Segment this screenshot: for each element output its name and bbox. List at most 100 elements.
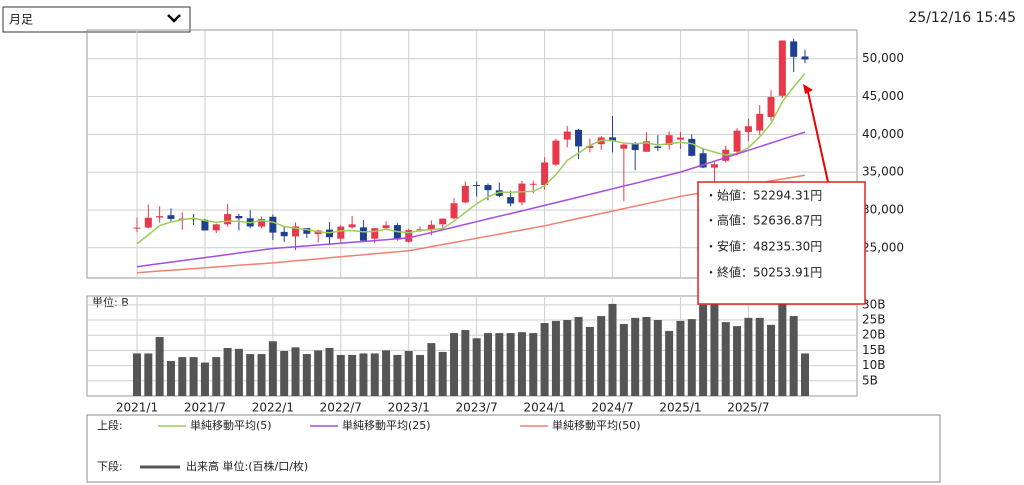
volume-bar	[359, 353, 368, 396]
volume-bar	[597, 316, 606, 396]
volume-bar	[710, 302, 719, 396]
candle-body	[665, 135, 673, 145]
volume-bar	[166, 361, 175, 396]
volume-bar	[699, 304, 708, 396]
volume-bar	[438, 351, 447, 396]
candle-body	[620, 144, 628, 149]
volume-bar	[404, 351, 413, 396]
candle-body	[688, 138, 696, 156]
dropdown-chevron[interactable]	[167, 14, 181, 23]
tooltip-close: ・終値：50253.91円	[705, 265, 822, 280]
candle-body	[790, 41, 798, 57]
tooltip-arrow	[807, 91, 829, 183]
candle-body	[586, 145, 594, 148]
legend-lower-label: 下段:	[97, 459, 123, 473]
volume-bar	[733, 326, 742, 396]
x-tick-label: 2023/1	[388, 401, 430, 415]
candle-body	[778, 40, 786, 96]
volume-bar	[178, 357, 187, 396]
volume-bar	[483, 333, 492, 396]
volume-bar	[506, 333, 515, 396]
x-tick-label: 2022/1	[252, 401, 294, 415]
candle-body	[348, 224, 356, 228]
volume-bar	[517, 332, 526, 396]
candle-body	[575, 129, 583, 147]
candle-body	[767, 97, 775, 117]
candle-body	[450, 203, 458, 219]
y-tick-label: 30B	[862, 297, 886, 311]
candle-body	[801, 56, 809, 60]
volume-bar	[721, 322, 730, 396]
volume-bar	[291, 347, 300, 396]
y-tick-label: 15B	[862, 343, 886, 357]
volume-bar	[325, 347, 334, 396]
volume-bar	[608, 303, 617, 396]
volume-bar	[450, 333, 459, 396]
volume-bar	[155, 337, 164, 396]
dropdown-value[interactable]: 月足	[9, 13, 33, 27]
y-tick-label: 25,000	[862, 240, 904, 254]
candle-body	[303, 228, 311, 234]
y-tick-label: 20B	[862, 328, 886, 342]
volume-bar	[755, 317, 764, 396]
volume-bar	[393, 354, 402, 396]
candle-body	[359, 227, 367, 241]
ma-line	[136, 174, 806, 274]
candle-body	[337, 226, 345, 239]
plots: 2021/1 2021/7 2022/1 2022/7 2023/1 2023/7 2024…	[87, 30, 904, 415]
volume-bar	[348, 354, 357, 396]
volume-bar	[416, 354, 425, 396]
volume-bar	[302, 354, 311, 396]
candle-body	[654, 146, 662, 148]
volume-bar	[529, 333, 538, 396]
volume-bar	[427, 343, 436, 396]
x-tick-label: 2024/7	[591, 401, 633, 415]
x-tick-label: 2021/1	[116, 401, 158, 415]
legend-label: 単純移動平均(5)	[190, 418, 272, 432]
candle-body	[439, 218, 447, 225]
volume-bar	[665, 330, 674, 396]
candle-body	[201, 219, 209, 231]
tooltip-open: ・始値：52294.31円	[705, 188, 822, 203]
price-plot-frame	[86, 29, 858, 279]
candle-body	[541, 162, 549, 185]
volume-bar	[687, 319, 696, 396]
y-tick-label: 50,000	[862, 51, 904, 65]
volume-bar	[551, 320, 560, 396]
candle-body	[258, 219, 266, 227]
dropdown[interactable]	[2, 6, 191, 33]
candle-body	[427, 224, 435, 230]
candle-body	[235, 216, 243, 219]
volume-bar	[133, 353, 141, 396]
candle-body	[631, 144, 639, 151]
volume-bar	[472, 338, 481, 396]
volume-bar	[540, 323, 549, 396]
volume-bar	[382, 350, 391, 396]
candle-body	[642, 141, 650, 152]
volume-bar	[212, 357, 221, 396]
legend-box	[86, 414, 941, 483]
volume-bar	[574, 316, 583, 396]
candle-body	[461, 185, 469, 203]
volume-bar	[200, 362, 209, 396]
x-tick-label: 2022/7	[320, 401, 362, 415]
candle-body	[529, 183, 537, 185]
timestamp: 25/12/16 15:45	[908, 10, 1016, 26]
candle-body	[269, 216, 277, 233]
candle-body	[507, 197, 515, 204]
volume-bar	[495, 333, 504, 396]
candle-body	[676, 137, 684, 140]
volume-unit-label: 単位: B	[92, 295, 129, 309]
candle-body	[371, 228, 379, 239]
x-tick-label: 2023/7	[456, 401, 498, 415]
y-tick-label: 10B	[862, 358, 886, 372]
volume-bar	[744, 317, 753, 396]
volume-bar	[234, 348, 243, 396]
candle-body	[756, 113, 764, 131]
candle-body	[156, 216, 164, 218]
candle-body	[552, 140, 560, 165]
volume-plot-frame	[86, 295, 858, 397]
candle-body	[473, 185, 481, 186]
